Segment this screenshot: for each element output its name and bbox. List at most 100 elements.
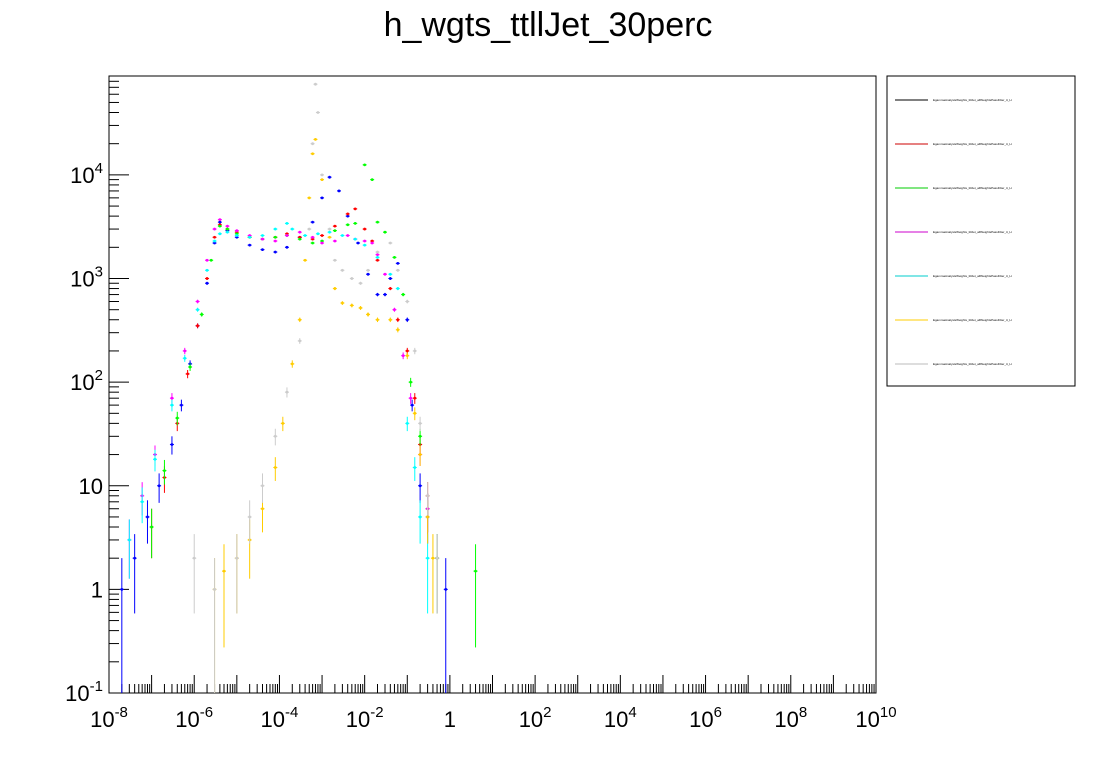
- data-point: [235, 229, 239, 232]
- data-point: [340, 301, 344, 305]
- data-point: [222, 569, 226, 573]
- legend: EgammaAnalysisWeights_ttllJet_allWeights…: [886, 75, 1076, 387]
- data-point: [307, 196, 311, 200]
- data-point: [418, 453, 422, 456]
- data-point: [388, 241, 392, 245]
- data-point: [261, 234, 264, 237]
- y-tick-label: 10-1: [65, 678, 103, 706]
- data-point: [383, 293, 387, 296]
- data-point: [363, 163, 367, 167]
- data-point: [405, 354, 409, 358]
- data-point: [140, 500, 144, 504]
- x-tick-label: 1010: [855, 704, 896, 732]
- data-point: [396, 268, 400, 272]
- data-point: [346, 234, 350, 237]
- data-point: [218, 218, 222, 222]
- data-point: [213, 235, 216, 239]
- data-point: [290, 227, 294, 231]
- y-tick-label: 104: [70, 160, 103, 188]
- legend-label: EgammaAnalysisWeights_ttllJet_allWeights…: [933, 362, 1012, 366]
- data-point: [410, 403, 414, 407]
- data-point: [261, 237, 264, 241]
- data-point: [418, 434, 422, 438]
- x-tick-label: 104: [604, 704, 637, 732]
- data-point: [316, 111, 320, 114]
- data-point: [320, 241, 324, 245]
- data-point: [225, 224, 229, 228]
- y-tick-label: 1: [91, 577, 103, 602]
- data-point: [261, 507, 264, 511]
- data-point: [186, 372, 190, 376]
- data-point: [346, 223, 350, 227]
- data-point: [290, 362, 294, 366]
- data-point: [353, 222, 357, 225]
- x-tick-label: 10-8: [90, 704, 128, 732]
- data-point: [225, 227, 229, 231]
- data-point: [413, 396, 417, 400]
- series-6: [192, 82, 440, 693]
- data-point: [320, 234, 324, 237]
- x-tick-label: 108: [774, 704, 807, 732]
- data-point: [303, 258, 307, 262]
- data-point: [340, 234, 344, 237]
- data-point: [409, 396, 413, 400]
- legend-label: EgammaAnalysisWeights_ttllJet_allWeights…: [933, 186, 1012, 190]
- data-point: [205, 277, 209, 280]
- y-tick-label: 103: [70, 264, 103, 292]
- data-point: [205, 281, 209, 285]
- data-point: [359, 306, 362, 310]
- data-point: [366, 268, 370, 272]
- legend-box: [886, 75, 1076, 387]
- data-point: [314, 137, 317, 141]
- data-point: [328, 227, 331, 231]
- data-point: [213, 239, 216, 243]
- series-4: [127, 222, 430, 614]
- data-point: [213, 587, 216, 591]
- data-point: [261, 484, 264, 488]
- data-point: [218, 220, 222, 224]
- data-point: [179, 403, 183, 407]
- data-point: [281, 421, 285, 425]
- data-point: [285, 234, 289, 237]
- data-point: [413, 349, 417, 353]
- data-point: [150, 525, 154, 529]
- data-point: [311, 235, 315, 239]
- data-point: [388, 287, 392, 290]
- data-point: [418, 421, 422, 425]
- data-point: [370, 239, 374, 243]
- data-point: [311, 220, 315, 224]
- x-tick-label: 10-4: [261, 704, 299, 732]
- data-point: [205, 258, 209, 262]
- data-point: [426, 494, 430, 498]
- data-point: [192, 556, 196, 560]
- data-point: [405, 300, 409, 303]
- data-point: [248, 515, 252, 519]
- data-point: [213, 241, 216, 245]
- data-point: [435, 556, 439, 560]
- data-point: [376, 255, 379, 259]
- data-point: [307, 227, 311, 231]
- data-point: [273, 466, 277, 469]
- data-point: [418, 515, 422, 519]
- x-tick-label: 10-2: [346, 704, 384, 732]
- data-point: [311, 241, 315, 245]
- data-point: [200, 313, 204, 316]
- data-point: [261, 248, 264, 252]
- x-tick-label: 102: [519, 704, 552, 732]
- data-point: [346, 212, 350, 216]
- data-point: [273, 250, 277, 254]
- data-point: [353, 237, 357, 241]
- y-axis-ticks: [109, 75, 129, 694]
- data-point: [196, 308, 199, 312]
- data-point: [405, 421, 409, 425]
- data-point: [359, 281, 362, 285]
- x-tick-label: 1: [444, 707, 456, 732]
- data-point: [356, 241, 360, 245]
- data-point: [316, 232, 320, 236]
- data-point: [396, 287, 400, 290]
- data-point: [333, 258, 337, 262]
- data-point: [388, 272, 392, 276]
- y-tick-label: 10: [79, 474, 103, 499]
- data-point: [405, 349, 409, 353]
- data-point: [366, 313, 370, 316]
